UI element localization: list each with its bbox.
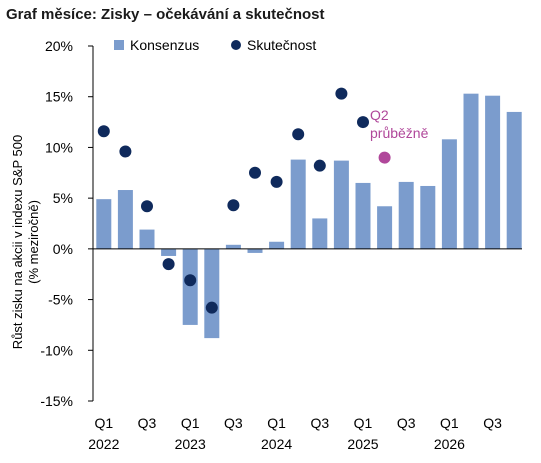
x-tick-label: Q3 xyxy=(397,415,416,431)
legend: Konsenzus Skutečnost xyxy=(114,37,316,53)
y-tick-label: -5% xyxy=(48,292,73,308)
y-tick-label: 20% xyxy=(45,38,73,54)
y-axis-label: Růst zisku na akcii v indexu S&P 500 xyxy=(10,135,25,349)
bar-konsenzus xyxy=(117,190,133,249)
bar-konsenzus xyxy=(225,244,241,249)
bar-konsenzus xyxy=(441,139,457,249)
dot-skutecnost xyxy=(205,301,218,314)
dot-skutecnost xyxy=(292,128,305,141)
dot-skutecnost xyxy=(162,258,175,271)
dot-skutecnost xyxy=(97,125,110,138)
axes xyxy=(92,46,522,401)
x-tick-label: Q1 xyxy=(181,415,200,431)
bar-konsenzus xyxy=(247,248,263,253)
dot-skutecnost xyxy=(335,87,348,100)
x-tick-label: Q3 xyxy=(224,415,243,431)
bar-konsenzus xyxy=(420,185,436,249)
bar-konsenzus xyxy=(506,111,522,249)
y-tick-label: 5% xyxy=(53,190,73,206)
annotation-dot xyxy=(378,151,391,164)
y-axis-sublabel: (% meziročně) xyxy=(26,200,41,284)
x-year-label: 2026 xyxy=(434,436,465,452)
x-tick-label: Q3 xyxy=(138,415,157,431)
annotation-label-q2: Q2 xyxy=(370,107,389,123)
legend-marker-skutecnost xyxy=(231,40,241,50)
dot-skutecnost xyxy=(119,145,132,158)
bar-konsenzus xyxy=(290,159,306,249)
bar-konsenzus xyxy=(312,218,328,249)
y-tick-label: 15% xyxy=(45,89,73,105)
dot-skutecnost xyxy=(141,200,153,213)
x-year-label: 2023 xyxy=(175,436,206,452)
legend-label-skutecnost: Skutečnost xyxy=(247,37,316,53)
bars xyxy=(96,93,522,339)
dot-skutecnost xyxy=(313,159,326,172)
dot-skutecnost xyxy=(249,166,261,179)
y-axis-ticks: -15% -10% -5% 0% 5% 10% 15% 20% xyxy=(40,38,93,409)
dot-skutecnost xyxy=(357,116,369,129)
bar-konsenzus xyxy=(377,206,393,249)
bar-konsenzus xyxy=(204,248,220,339)
x-year-label: 2024 xyxy=(261,436,292,452)
chart-title: Graf měsíce: Zisky – očekávání a skutečn… xyxy=(6,6,325,23)
x-tick-label: Q3 xyxy=(483,415,502,431)
x-tick-label: Q1 xyxy=(267,415,286,431)
y-tick-label: -15% xyxy=(40,393,73,409)
bar-konsenzus xyxy=(161,248,177,256)
legend-label-konsenzus: Konsenzus xyxy=(130,37,199,53)
bar-konsenzus xyxy=(485,95,501,249)
bar-konsenzus xyxy=(398,181,414,249)
x-tick-label: Q3 xyxy=(310,415,329,431)
dot-skutecnost xyxy=(270,175,283,188)
bar-konsenzus xyxy=(139,229,155,249)
x-tick-label: Q1 xyxy=(354,415,373,431)
bar-konsenzus xyxy=(96,199,112,249)
bar-konsenzus xyxy=(463,93,479,249)
annotation: Q2 průběžně xyxy=(370,107,429,164)
x-year-label: 2025 xyxy=(347,436,378,452)
annotation-label-prubezne: průběžně xyxy=(370,125,429,141)
y-tick-label: 10% xyxy=(45,139,73,155)
dots xyxy=(97,87,369,314)
y-tick-label: 0% xyxy=(53,241,73,257)
x-year-label: 2022 xyxy=(88,436,119,452)
x-tick-label: Q1 xyxy=(440,415,459,431)
dot-skutecnost xyxy=(227,199,240,212)
bar-konsenzus xyxy=(355,182,371,249)
bar-konsenzus xyxy=(182,248,198,325)
x-tick-label: Q1 xyxy=(94,415,113,431)
x-axis-labels: Q1 2022 Q3 Q1 2023 Q3 Q1 2024 Q3 Q1 2025 Q3 Q1 2026 Q3 xyxy=(88,415,502,452)
bar-konsenzus xyxy=(269,241,285,249)
bar-konsenzus xyxy=(333,160,349,249)
dot-skutecnost xyxy=(184,274,197,287)
y-axis-title: Růst zisku na akcii v indexu S&P 500 (% … xyxy=(10,135,41,349)
y-tick-label: -10% xyxy=(40,342,73,358)
legend-swatch-konsenzus xyxy=(114,40,124,50)
